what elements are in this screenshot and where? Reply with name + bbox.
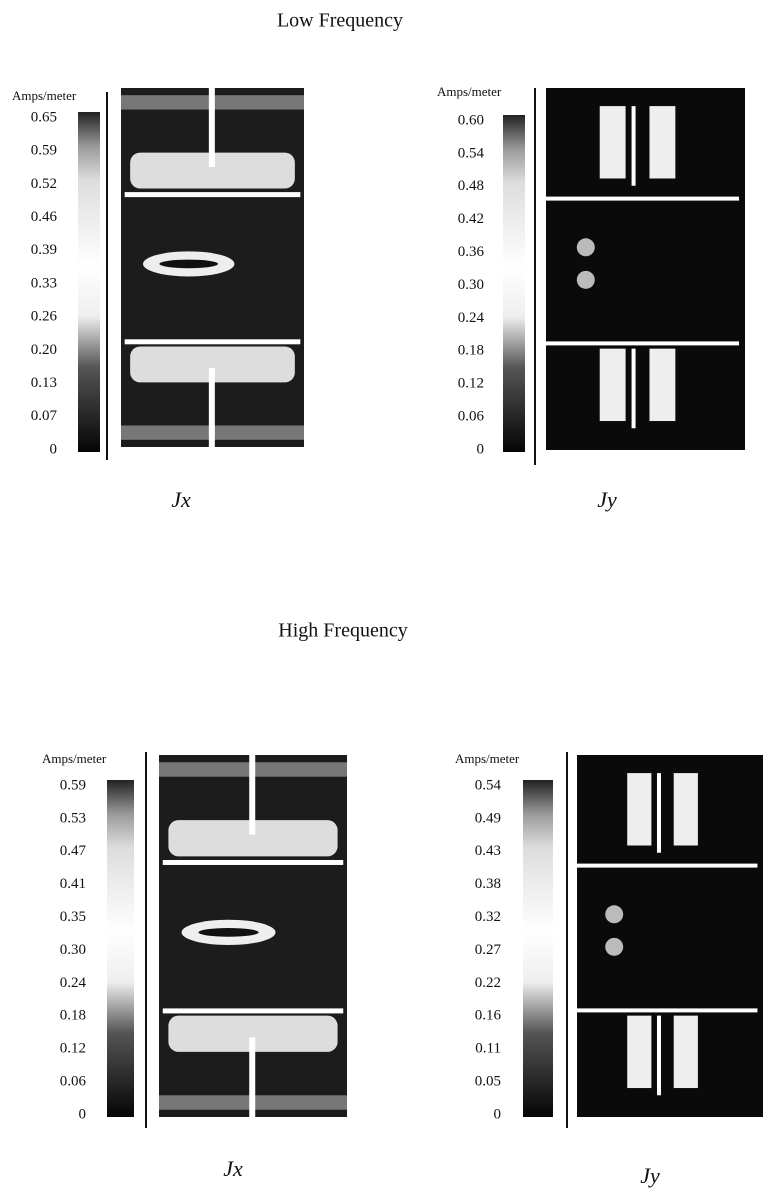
electrode [546, 197, 739, 201]
electrode [163, 860, 343, 865]
c-shape [600, 106, 626, 178]
scale-label: 0.53 [60, 810, 86, 826]
scale-label: 0.07 [31, 408, 58, 424]
colorbar [107, 780, 134, 1117]
scale-label: 0.11 [475, 1041, 501, 1057]
caption: Jy [597, 487, 617, 512]
feed-line [209, 88, 215, 167]
scale-label: 0 [494, 1106, 502, 1122]
heatmap-bg [546, 88, 745, 450]
scale-label: 0.43 [475, 843, 501, 859]
caption: Jx [171, 487, 191, 512]
scale-label: 0.06 [458, 409, 485, 425]
caption: Jy [640, 1163, 660, 1188]
figure: Low Frequency High Frequency Amps/meter 0… [0, 0, 763, 1196]
scale-label: 0 [79, 1106, 87, 1122]
unit-label: Amps/meter [42, 751, 107, 766]
scale-label: 0.20 [31, 342, 57, 358]
electrode [163, 1008, 343, 1013]
scale-label: 0.59 [60, 777, 86, 793]
feed-line [632, 106, 636, 186]
scale-label: 0.12 [60, 1041, 86, 1057]
heatmap-bg [577, 755, 763, 1117]
scale-label: 0 [50, 441, 58, 457]
heatmap-blob [605, 938, 623, 956]
heatmap-blob [605, 905, 623, 923]
scale-label: 0.32 [475, 909, 501, 925]
c-shape [674, 773, 698, 845]
scale-label: 0.22 [475, 975, 501, 991]
scale-label: 0.59 [31, 143, 57, 159]
scale-label: 0.36 [458, 244, 485, 260]
c-shape [649, 349, 675, 421]
feed-line [249, 755, 255, 835]
scale-label: 0.30 [458, 277, 484, 293]
scale-label: 0.42 [458, 211, 484, 227]
c-shape [674, 1016, 698, 1088]
scale-label: 0.49 [475, 810, 501, 826]
scale-label: 0 [477, 441, 485, 457]
heatmap-blob [577, 238, 595, 256]
colorbar [78, 112, 100, 452]
heatmap-blob [577, 271, 595, 289]
scale-label: 0.47 [60, 843, 87, 859]
scale-label: 0.12 [458, 376, 484, 392]
scale-label: 0.54 [458, 145, 485, 161]
scale-label: 0.54 [475, 777, 502, 793]
scale-label: 0.39 [31, 242, 57, 258]
scale-label: 0.38 [475, 876, 501, 892]
section-title: Low Frequency [277, 10, 403, 32]
scale-label: 0.27 [475, 942, 502, 958]
feed-line [657, 773, 661, 853]
scale-label: 0.33 [31, 275, 57, 291]
caption: Jx [223, 1156, 243, 1181]
feed-line [657, 1016, 661, 1096]
c-shape [600, 349, 626, 421]
scale-label: 0.52 [31, 176, 57, 192]
feed-line [632, 349, 636, 429]
feed-line [249, 1037, 255, 1117]
scale-label: 0.05 [475, 1074, 501, 1090]
feed-line [209, 368, 215, 447]
scale-label: 0.16 [475, 1008, 502, 1024]
scale-label: 0.48 [458, 178, 484, 194]
ring-core [198, 928, 258, 937]
unit-label: Amps/meter [437, 84, 502, 99]
scale-label: 0.24 [60, 975, 87, 991]
scale-label: 0.26 [31, 309, 58, 325]
electrode [125, 192, 301, 197]
electrode [125, 339, 301, 344]
scale-label: 0.41 [60, 876, 86, 892]
scale-label: 0.30 [60, 942, 86, 958]
colorbar [523, 780, 553, 1117]
section-title: High Frequency [278, 620, 407, 642]
unit-label: Amps/meter [12, 88, 77, 103]
scale-label: 0.18 [458, 343, 484, 359]
electrode [577, 1008, 757, 1012]
colorbar [503, 115, 525, 452]
scale-label: 0.60 [458, 112, 484, 128]
ring-core [159, 260, 218, 269]
c-shape [627, 1016, 651, 1088]
scale-label: 0.18 [60, 1008, 86, 1024]
scale-label: 0.35 [60, 909, 86, 925]
scale-label: 0.24 [458, 310, 485, 326]
electrode [577, 864, 757, 868]
scale-label: 0.13 [31, 375, 57, 391]
scale-label: 0.46 [31, 209, 58, 225]
c-shape [627, 773, 651, 845]
scale-label: 0.65 [31, 109, 57, 125]
scale-label: 0.06 [60, 1074, 87, 1090]
unit-label: Amps/meter [455, 751, 520, 766]
electrode [546, 341, 739, 345]
c-shape [649, 106, 675, 178]
